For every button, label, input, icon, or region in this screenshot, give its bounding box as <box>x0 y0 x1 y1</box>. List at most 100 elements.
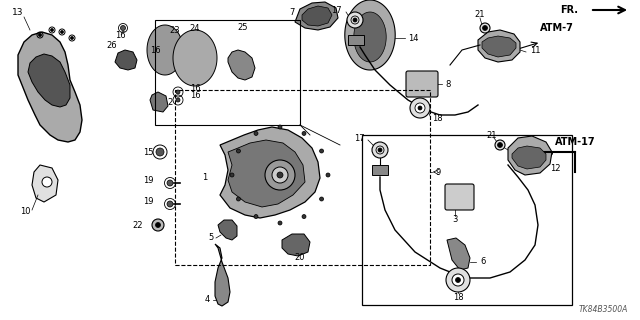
Text: 16: 16 <box>150 45 160 54</box>
Circle shape <box>483 26 488 30</box>
Text: 16: 16 <box>190 84 200 92</box>
Polygon shape <box>508 136 552 175</box>
Circle shape <box>278 221 282 225</box>
Text: 17: 17 <box>355 133 365 142</box>
Text: 14: 14 <box>408 34 419 43</box>
Circle shape <box>156 222 161 228</box>
Circle shape <box>272 167 288 183</box>
Circle shape <box>480 23 490 33</box>
Text: 7: 7 <box>290 7 295 17</box>
Circle shape <box>495 140 505 150</box>
Text: TK84B3500A: TK84B3500A <box>579 305 628 314</box>
Text: 22: 22 <box>132 220 143 229</box>
Text: 2: 2 <box>168 98 173 107</box>
Circle shape <box>497 142 502 148</box>
Text: 5: 5 <box>209 234 214 243</box>
Circle shape <box>265 160 295 190</box>
Circle shape <box>410 98 430 118</box>
Circle shape <box>254 132 258 135</box>
Polygon shape <box>215 244 230 306</box>
Polygon shape <box>228 50 255 80</box>
Circle shape <box>254 215 258 219</box>
Text: 15: 15 <box>143 148 153 156</box>
Circle shape <box>372 142 388 158</box>
Polygon shape <box>295 2 338 30</box>
Polygon shape <box>218 220 237 240</box>
Circle shape <box>167 201 173 207</box>
FancyArrowPatch shape <box>593 7 625 13</box>
Text: 19: 19 <box>143 175 153 185</box>
Polygon shape <box>354 12 386 62</box>
Text: 18: 18 <box>452 293 463 302</box>
Text: 21: 21 <box>487 131 497 140</box>
Text: 10: 10 <box>20 207 30 217</box>
Circle shape <box>61 30 63 34</box>
Circle shape <box>230 173 234 177</box>
Circle shape <box>418 106 422 110</box>
Polygon shape <box>345 0 396 70</box>
Circle shape <box>319 149 324 153</box>
Bar <box>348 35 364 45</box>
Circle shape <box>70 36 74 39</box>
Polygon shape <box>447 238 470 270</box>
Circle shape <box>277 172 283 178</box>
Circle shape <box>120 26 125 30</box>
Text: 26: 26 <box>107 41 117 50</box>
Circle shape <box>452 274 464 286</box>
Text: 11: 11 <box>530 45 541 54</box>
Text: 16: 16 <box>115 30 125 39</box>
Circle shape <box>236 197 241 201</box>
Polygon shape <box>228 140 305 207</box>
Circle shape <box>167 180 173 186</box>
Text: 1: 1 <box>202 172 207 181</box>
Text: 19: 19 <box>143 197 153 206</box>
Polygon shape <box>478 30 520 62</box>
Circle shape <box>176 90 180 94</box>
Circle shape <box>326 173 330 177</box>
Circle shape <box>415 103 425 113</box>
Text: 23: 23 <box>170 26 180 35</box>
Circle shape <box>51 28 54 31</box>
Text: 13: 13 <box>12 7 24 17</box>
Bar <box>362 135 572 305</box>
Polygon shape <box>32 165 58 202</box>
Text: 8: 8 <box>445 79 451 89</box>
Circle shape <box>176 98 180 102</box>
Text: 18: 18 <box>432 114 443 123</box>
Circle shape <box>446 268 470 292</box>
Polygon shape <box>282 234 310 256</box>
Circle shape <box>236 149 241 153</box>
Text: 17: 17 <box>332 5 342 14</box>
Polygon shape <box>512 146 546 169</box>
Circle shape <box>319 197 324 201</box>
FancyBboxPatch shape <box>445 184 474 210</box>
Text: 25: 25 <box>237 22 248 31</box>
Text: ATM-17: ATM-17 <box>555 137 596 147</box>
Polygon shape <box>147 25 183 75</box>
Text: 9: 9 <box>435 167 440 177</box>
Circle shape <box>378 148 382 152</box>
Circle shape <box>302 132 306 135</box>
Polygon shape <box>28 54 70 107</box>
Text: ATM-7: ATM-7 <box>540 23 574 33</box>
Text: FR.: FR. <box>560 5 578 15</box>
Text: 24: 24 <box>189 23 200 33</box>
FancyBboxPatch shape <box>406 71 438 97</box>
Polygon shape <box>150 92 168 112</box>
Circle shape <box>38 34 42 36</box>
Polygon shape <box>173 30 217 86</box>
Polygon shape <box>482 36 516 57</box>
Text: 16: 16 <box>190 91 200 100</box>
Polygon shape <box>302 6 332 26</box>
Bar <box>372 165 388 175</box>
Circle shape <box>302 215 306 219</box>
Bar <box>155 20 300 125</box>
Polygon shape <box>220 127 320 218</box>
Circle shape <box>347 12 363 28</box>
Text: 21: 21 <box>475 10 485 19</box>
Circle shape <box>278 125 282 129</box>
Polygon shape <box>18 32 82 142</box>
Circle shape <box>152 219 164 231</box>
Polygon shape <box>115 50 137 70</box>
Bar <box>175 90 430 265</box>
